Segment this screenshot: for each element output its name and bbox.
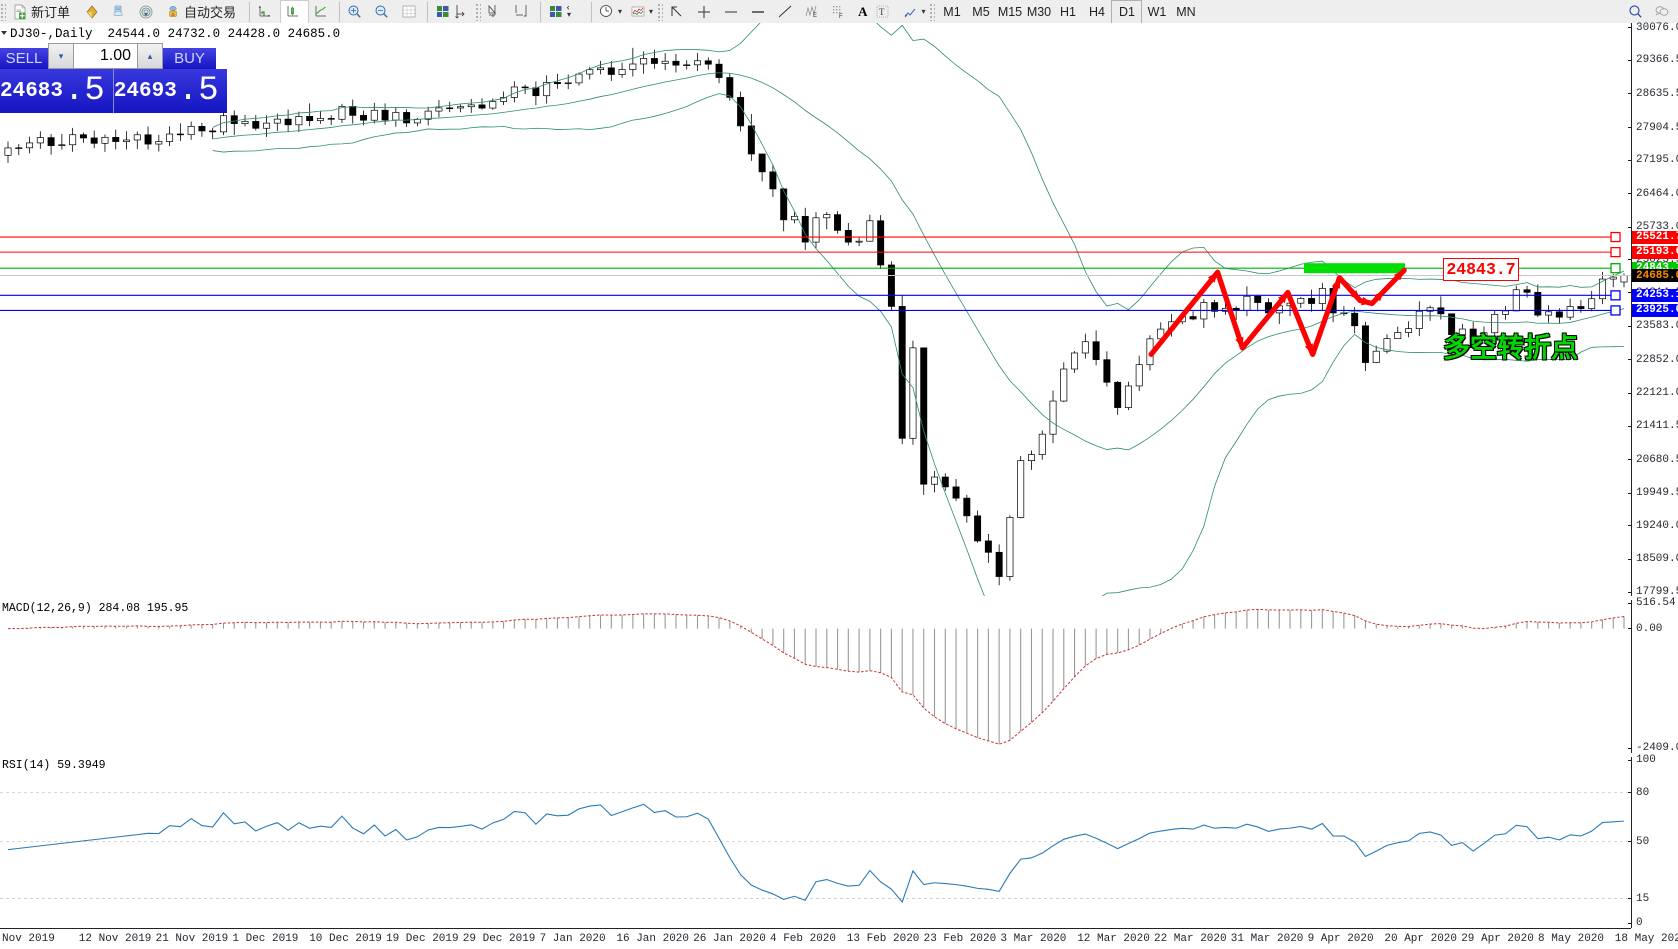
- svg-text:F: F: [839, 14, 843, 20]
- svg-text:E: E: [813, 13, 817, 19]
- svg-text:▾: ▾: [567, 10, 571, 19]
- svg-text:T: T: [879, 7, 885, 17]
